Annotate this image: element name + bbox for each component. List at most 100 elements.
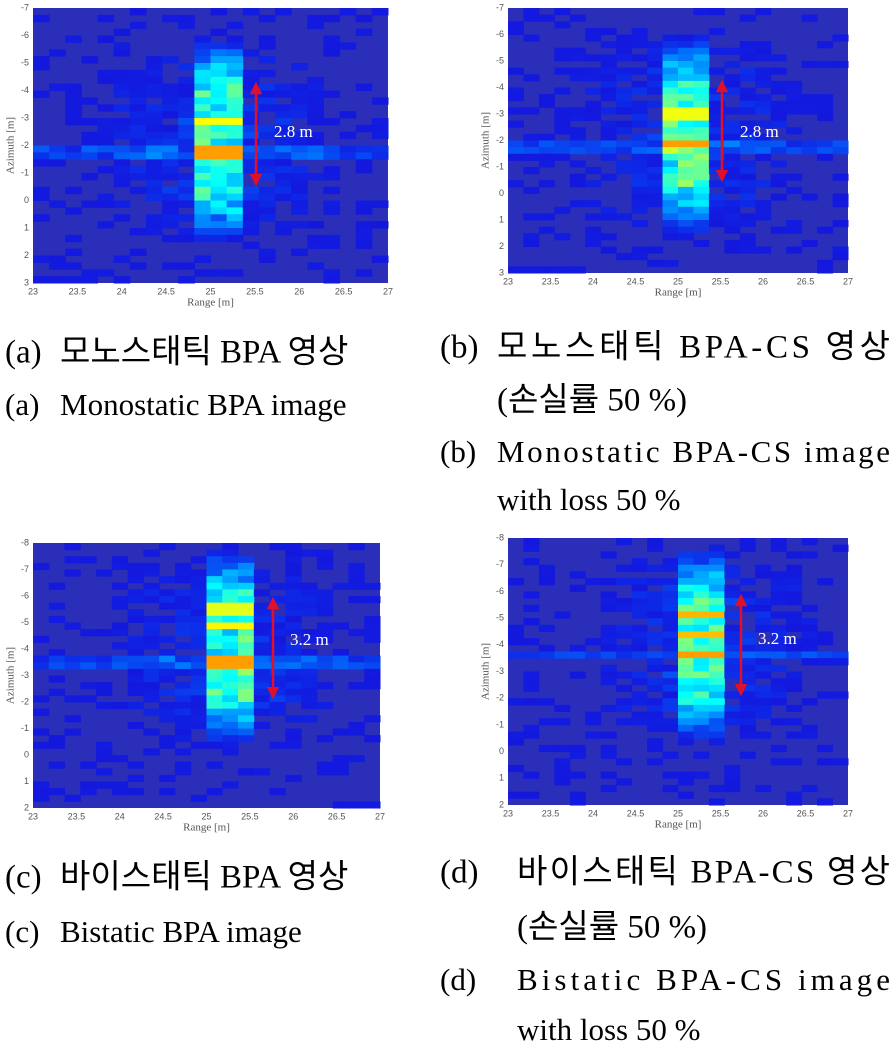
image-cell: [678, 671, 694, 679]
image-cell: [355, 14, 373, 23]
image-cell: [194, 35, 211, 43]
image-cell: [770, 114, 787, 122]
y-tick-label: 1: [24, 776, 29, 786]
image-cell: [190, 715, 207, 723]
image-cell: [523, 266, 540, 274]
image-cell: [523, 678, 540, 686]
image-cell: [222, 642, 239, 650]
x-tick-label: 24.5: [154, 811, 172, 821]
image-cell: [145, 131, 163, 140]
image-cell: [174, 642, 192, 650]
image-cell: [285, 556, 302, 564]
image-cell: [739, 591, 756, 599]
image-cell: [127, 668, 144, 676]
image-cell: [554, 651, 571, 659]
x-tick-label: 26.5: [328, 811, 346, 821]
x-tick-label: 25: [673, 808, 683, 818]
image-cell: [291, 173, 308, 181]
image-cell: [113, 179, 131, 188]
image-cell: [348, 662, 365, 670]
image-cell: [693, 651, 710, 659]
image-cell: [206, 728, 223, 736]
image-cell: [786, 551, 803, 559]
image-cell: [832, 544, 849, 552]
image-cell: [145, 69, 163, 78]
image-cell: [523, 213, 540, 221]
image-cell: [222, 715, 239, 723]
image-cell: [222, 675, 239, 683]
y-tick-label: -4: [496, 82, 504, 92]
image-cell: [678, 638, 694, 646]
image-cell: [569, 644, 586, 652]
image-cell: [724, 771, 741, 779]
image-cell: [554, 147, 571, 155]
image-cell: [339, 42, 357, 50]
image-cell: [113, 104, 131, 112]
image-cell: [647, 664, 664, 672]
image-cell: [113, 124, 131, 133]
image-cell: [786, 220, 803, 228]
image-cell: [145, 63, 163, 71]
image-cell: [708, 213, 725, 221]
image-cell: [693, 618, 710, 626]
image-cell: [739, 671, 756, 679]
image-cell: [786, 638, 803, 646]
image-cell: [569, 200, 586, 208]
image-cell: [724, 551, 741, 559]
image-cell: [647, 186, 664, 194]
image-cell: [206, 761, 223, 769]
image-cell: [206, 695, 223, 703]
x-tick-label: 27: [843, 276, 853, 286]
image-cell: [178, 76, 195, 85]
image-cell: [724, 784, 741, 793]
image-cell: [253, 675, 271, 683]
image-cell: [786, 564, 803, 572]
image-cell: [113, 214, 131, 222]
image-cell: [770, 100, 787, 108]
image-cell: [770, 147, 787, 155]
image-cell: [190, 596, 207, 604]
image-cell: [145, 159, 163, 167]
image-cell: [258, 145, 276, 153]
image-cell: [708, 698, 725, 706]
image-cell: [817, 651, 834, 659]
image-cell: [285, 715, 302, 723]
image-cell: [755, 67, 772, 75]
image-cell: [210, 118, 228, 126]
image-cell: [817, 41, 834, 49]
image-cell: [647, 591, 664, 599]
image-cell: [770, 651, 787, 659]
image-cell: [226, 21, 244, 30]
image-cell: [508, 147, 524, 155]
image-cell: [724, 200, 741, 208]
image-cell: [371, 200, 389, 208]
image-cell: [242, 186, 260, 195]
image-cell: [600, 704, 617, 713]
image-cell: [113, 118, 131, 126]
image-cell: [226, 200, 244, 208]
image-cell: [129, 173, 147, 181]
image-cell: [678, 41, 694, 49]
image-cell: [708, 67, 725, 75]
image-cell: [49, 145, 66, 153]
image-cell: [323, 152, 341, 160]
image-cell: [600, 206, 617, 214]
image-cell: [210, 166, 228, 174]
image-cell: [178, 152, 195, 160]
image-cell: [600, 80, 617, 88]
image-cell: [786, 571, 803, 579]
image-cell: [600, 87, 617, 95]
image-cell: [600, 631, 617, 639]
image-cell: [600, 41, 617, 49]
image-cell: [258, 186, 276, 195]
image-cell: [253, 629, 271, 637]
image-cell: [647, 678, 664, 686]
image-cell: [129, 76, 147, 85]
image-cell: [143, 549, 160, 557]
image-cell: [238, 602, 255, 610]
image-cell: [724, 180, 741, 188]
image-cell: [724, 213, 741, 221]
image-cell: [817, 578, 834, 586]
image-cell: [127, 761, 144, 769]
image-cell: [162, 111, 179, 119]
